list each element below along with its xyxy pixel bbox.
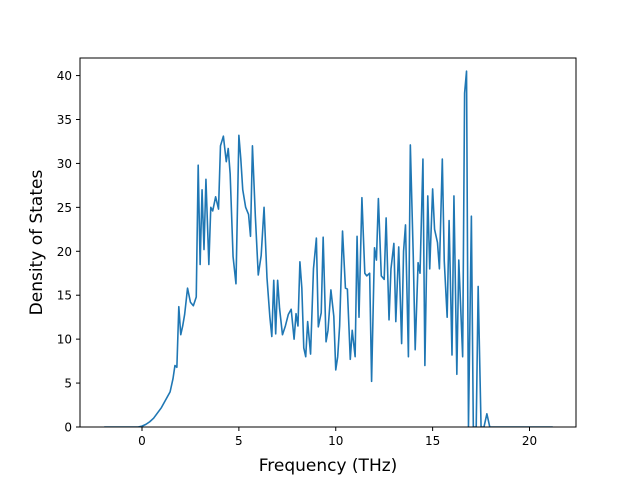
x-tick-label: 0 (138, 434, 146, 448)
y-tick-label: 30 (57, 157, 72, 171)
x-axis-label: Frequency (THz) (259, 456, 398, 476)
y-tick-label: 0 (64, 421, 72, 435)
axes-frame (79, 57, 577, 428)
x-tick-label: 15 (425, 434, 440, 448)
x-tick-label: 10 (328, 434, 343, 448)
y-axis-label: Density of States (27, 170, 47, 316)
y-tick-label: 15 (57, 289, 72, 303)
y-tick-label: 35 (57, 113, 72, 127)
y-tick-label: 10 (57, 333, 72, 347)
dos-series-line (104, 70, 553, 427)
x-tick-label: 5 (235, 434, 243, 448)
y-tick-label: 20 (57, 245, 72, 259)
y-tick-label: 40 (57, 69, 72, 83)
x-tick-label: 20 (522, 434, 537, 448)
y-tick-label: 25 (57, 201, 72, 215)
y-tick-label: 5 (64, 377, 72, 391)
